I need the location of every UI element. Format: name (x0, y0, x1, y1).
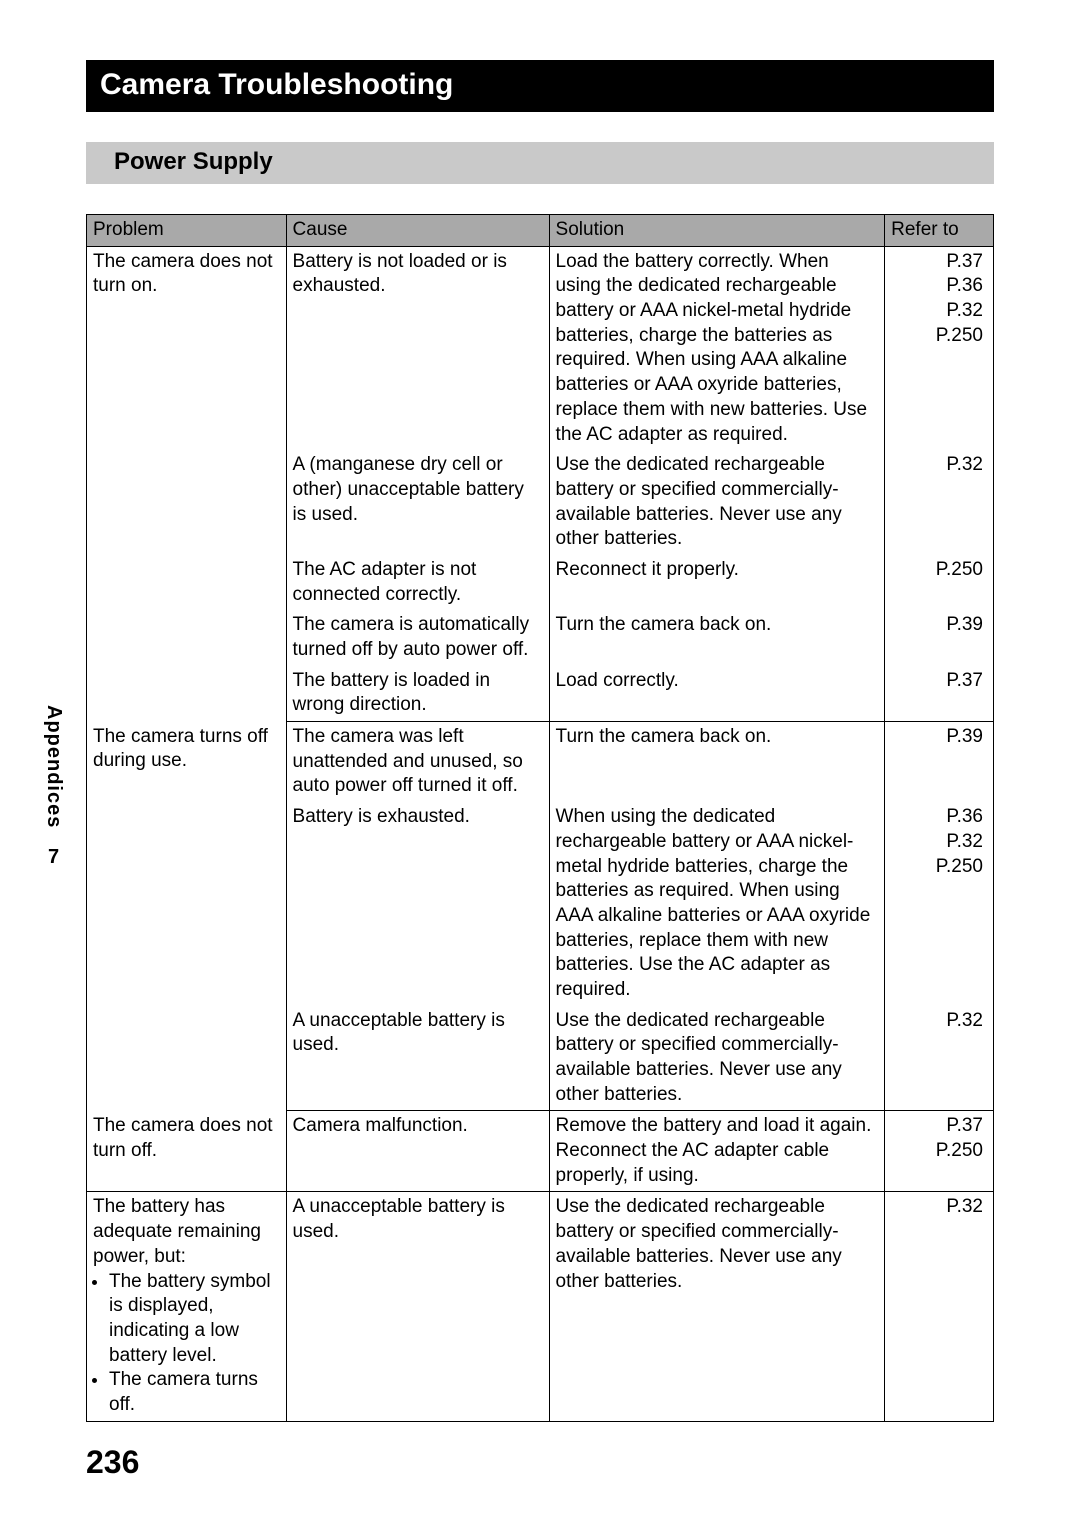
cell-solution: Use the dedicated rechargeable battery o… (549, 1006, 885, 1111)
cell-solution: Turn the camera back on. (549, 722, 885, 803)
table-row: The camera does not turn off.Camera malf… (87, 1111, 994, 1192)
cell-refer: P.32 (885, 1192, 994, 1421)
cell-cause: Camera malfunction. (286, 1111, 549, 1192)
cell-cause: The AC adapter is not connected correctl… (286, 555, 549, 610)
section-title: Power Supply (86, 142, 994, 184)
cell-solution: Load correctly. (549, 666, 885, 722)
cell-cause: Battery is not loaded or is exhausted. (286, 246, 549, 450)
th-refer: Refer to (885, 215, 994, 247)
cell-cause: The camera is automatically turned off b… (286, 610, 549, 665)
cell-cause: Battery is exhausted. (286, 802, 549, 1006)
cell-refer: P.32 (885, 1006, 994, 1111)
cell-refer: P.37 (885, 666, 994, 722)
table-row: The camera does not turn on.Battery is n… (87, 246, 994, 450)
cell-refer: P.32 (885, 450, 994, 555)
side-tab: Appendices 7 (42, 705, 65, 869)
table-row: The battery has adequate remaining power… (87, 1192, 994, 1421)
cell-refer: P.250 (885, 555, 994, 610)
cell-solution: Turn the camera back on. (549, 610, 885, 665)
problem-bullet: The camera turns off. (109, 1368, 280, 1417)
cell-cause: A (manganese dry cell or other) unaccept… (286, 450, 549, 555)
side-tab-number: 7 (48, 846, 59, 869)
cell-problem: The camera does not turn off. (87, 1111, 287, 1192)
th-solution: Solution (549, 215, 885, 247)
cell-cause: The camera was left unattended and unuse… (286, 722, 549, 803)
table-row: The camera turns off during use.The came… (87, 722, 994, 803)
cell-solution: Reconnect it properly. (549, 555, 885, 610)
cell-refer: P.36P.32P.250 (885, 802, 994, 1006)
table-header-row: Problem Cause Solution Refer to (87, 215, 994, 247)
troubleshooting-table: Problem Cause Solution Refer to The came… (86, 214, 994, 1422)
page-number: 236 (86, 1444, 139, 1481)
cell-refer: P.39 (885, 610, 994, 665)
side-tab-label: Appendices (42, 705, 65, 828)
problem-bullet: The battery symbol is displayed, indicat… (109, 1270, 280, 1369)
cell-solution: Use the dedicated rechargeable battery o… (549, 450, 885, 555)
cell-cause: A unacceptable battery is used. (286, 1006, 549, 1111)
cell-problem: The camera turns off during use. (87, 722, 287, 1111)
cell-solution: Use the dedicated rechargeable battery o… (549, 1192, 885, 1421)
cell-refer: P.37P.36P.32P.250 (885, 246, 994, 450)
cell-solution: Remove the battery and load it again. Re… (549, 1111, 885, 1192)
cell-problem: The camera does not turn on. (87, 246, 287, 721)
cell-refer: P.37P.250 (885, 1111, 994, 1192)
cell-solution: Load the battery correctly. When using t… (549, 246, 885, 450)
page-title: Camera Troubleshooting (86, 60, 994, 112)
th-problem: Problem (87, 215, 287, 247)
cell-problem: The battery has adequate remaining power… (87, 1192, 287, 1421)
cell-cause: A unacceptable battery is used. (286, 1192, 549, 1421)
cell-refer: P.39 (885, 722, 994, 803)
th-cause: Cause (286, 215, 549, 247)
cell-solution: When using the dedicated rechargeable ba… (549, 802, 885, 1006)
cell-cause: The battery is loaded in wrong direction… (286, 666, 549, 722)
